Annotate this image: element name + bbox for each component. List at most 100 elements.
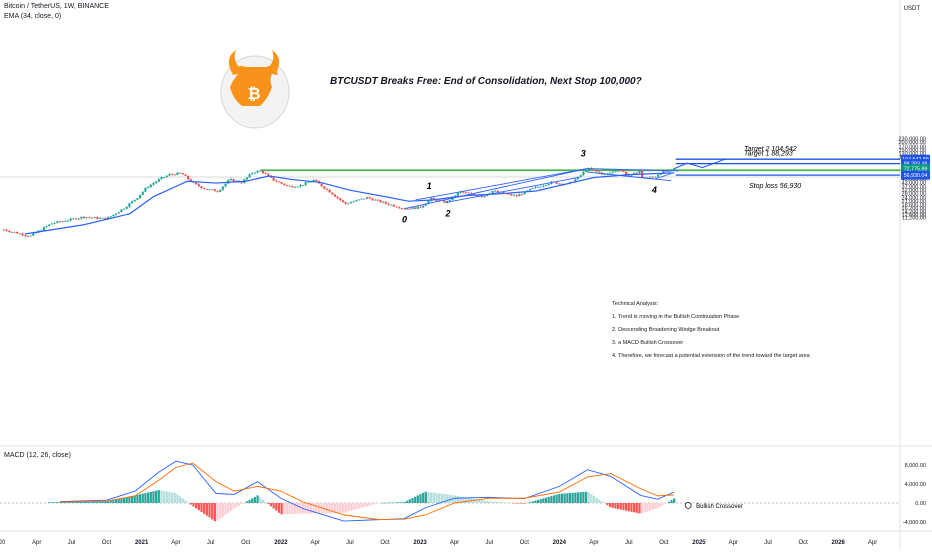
candle-body (611, 171, 614, 173)
candle-body (357, 199, 361, 201)
candle-body (659, 173, 662, 175)
candle-body (2, 229, 6, 231)
candle-body (280, 182, 283, 184)
macd-bar (528, 502, 532, 503)
candle-body (400, 208, 403, 210)
candle-body (288, 185, 291, 187)
candle-body (464, 192, 467, 194)
candle-body (155, 181, 158, 184)
candle-body (93, 217, 96, 218)
macd-bar (627, 503, 630, 512)
macd-bar (237, 503, 241, 506)
macd-bar (304, 503, 307, 514)
macd-bar (120, 498, 123, 503)
macd-bar (478, 499, 481, 503)
candle-body (253, 172, 257, 174)
candle-body (189, 179, 192, 182)
wave-label-1: 1 (427, 181, 432, 191)
macd-bar (523, 503, 526, 504)
macd-bar (617, 503, 620, 510)
macd-bar (462, 496, 465, 503)
macd-bar (665, 503, 668, 504)
candle-body (395, 206, 398, 208)
x-tick-label: Oct (380, 540, 390, 546)
macd-bar (443, 494, 446, 503)
macd-bar (579, 492, 582, 503)
candle-body (213, 189, 216, 192)
candle-body (582, 171, 585, 176)
candle-body (518, 194, 521, 197)
candle-body (507, 193, 510, 195)
macd-bar (499, 502, 502, 503)
bull-head (230, 66, 278, 106)
macd-bar (349, 503, 353, 511)
candle-body (125, 206, 128, 209)
idea-title: BTCUSDT Breaks Free: End of Consolidatio… (330, 76, 642, 87)
candle-body (542, 185, 545, 187)
macd-bar (454, 495, 457, 503)
macd-bar (518, 503, 521, 504)
candle-body (138, 194, 142, 199)
candle-body (339, 198, 342, 201)
macd-bar (630, 503, 633, 512)
macd-bar (558, 493, 561, 503)
macd-bar (406, 500, 409, 503)
candle-body (77, 218, 80, 220)
bull-horn-left (228, 50, 240, 73)
macd-bar (662, 503, 665, 505)
wave-line-0-3 (404, 168, 588, 210)
macd-bar (184, 500, 187, 503)
macd-bar (550, 496, 553, 503)
x-tick-label: 2024 (553, 540, 567, 546)
y-tick-label: 32,000.00 (902, 188, 926, 194)
x-tick-label: Oct (798, 540, 808, 546)
macd-bar (109, 500, 112, 503)
candle-body (293, 187, 297, 188)
macd-bar (568, 493, 572, 503)
y-tick-label: 37,000.00 (902, 184, 926, 190)
macd-bar (352, 503, 355, 511)
macd-bar (515, 503, 518, 504)
stop-loss-label: Stop loss 56,930 (749, 183, 801, 190)
candle-body (120, 209, 123, 213)
candle-body (147, 187, 150, 188)
candle-body (272, 177, 275, 181)
candle-body (195, 182, 198, 185)
candle-body (456, 192, 459, 196)
candle-body (579, 175, 582, 177)
candle-body (534, 186, 537, 188)
candle-body (496, 190, 500, 193)
candle-body (614, 171, 617, 172)
macd-bar (216, 503, 219, 521)
macd-bar (256, 495, 259, 503)
macd-bar (165, 491, 168, 503)
y-tick-label: 11,200.00 (902, 216, 926, 222)
candle-body (520, 194, 524, 196)
candle-body (608, 172, 612, 174)
candle-body (387, 203, 390, 205)
candle-body (333, 194, 337, 197)
macd-bar (475, 499, 478, 503)
candle-body (197, 184, 200, 187)
candle-body (133, 199, 136, 202)
candle-body (136, 198, 139, 200)
y-tick-label: 170,000.00 (898, 144, 926, 150)
macd-bar (213, 503, 216, 522)
candle-body (307, 182, 310, 183)
candle-body (165, 175, 168, 178)
macd-bar (275, 503, 278, 511)
candle-body (427, 200, 430, 204)
candle-body (66, 220, 70, 222)
macd-bar (168, 491, 171, 503)
macd-bar (136, 494, 139, 503)
x-tick-label: 2023 (413, 540, 427, 546)
macd-line (59, 460, 675, 522)
candle-body (109, 216, 112, 218)
candle-body (352, 201, 355, 203)
macd-bar (280, 503, 283, 515)
macd-bar (98, 501, 102, 503)
candle-body (304, 182, 307, 186)
candle-body (216, 191, 219, 192)
bullish-crossover-label: Bullish Crossover (696, 504, 743, 510)
